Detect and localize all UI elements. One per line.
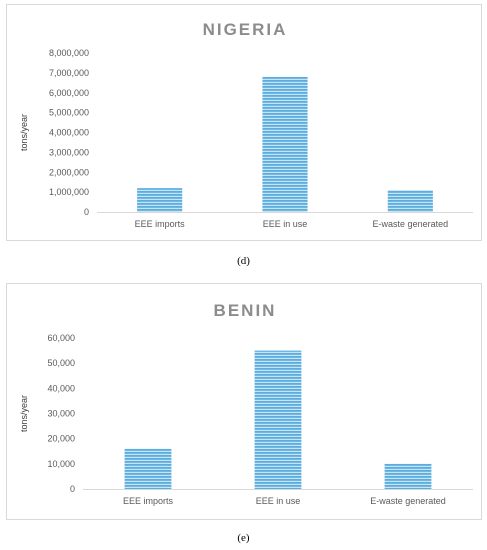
x-tick-label: EEE in use — [263, 219, 308, 229]
x-tick-label: E-waste generated — [373, 219, 449, 229]
y-tick-label: 20,000 — [47, 434, 75, 444]
chart-benin: BENIN 0 10,000 20,000 30,000 40,000 50,000 60,0… — [19, 301, 473, 506]
y-tick-label: 6,000,000 — [49, 88, 89, 98]
y-tick-label: 3,000,000 — [49, 147, 89, 157]
y-tick-label: 30,000 — [47, 409, 75, 419]
y-tick-label: 10,000 — [47, 459, 75, 469]
bar-e-waste-generated — [387, 190, 433, 212]
chart-title: NIGERIA — [203, 20, 288, 39]
figure-label-e: (e) — [237, 532, 250, 544]
bar-eee-imports — [137, 188, 183, 212]
x-tick-label: EEE imports — [123, 496, 174, 506]
x-tick-label: EEE in use — [256, 496, 301, 506]
y-tick-label: 8,000,000 — [49, 48, 89, 58]
bar-e-waste-generated — [384, 463, 432, 489]
y-tick-label: 0 — [70, 484, 75, 494]
y-tick-label: 40,000 — [47, 383, 75, 393]
chart-panel-nigeria: NIGERIA 0 1,000,000 2,000,000 3,000,000 4,000… — [6, 4, 482, 241]
y-tick-label: 5,000,000 — [49, 108, 89, 118]
x-tick-label: EEE imports — [135, 219, 186, 229]
figure-label-d: (d) — [237, 255, 250, 267]
chart-title: BENIN — [214, 301, 277, 320]
y-tick-label: 50,000 — [47, 358, 75, 368]
bar-eee-imports — [124, 448, 172, 489]
chart-panel-benin: BENIN 0 10,000 20,000 30,000 40,000 50,000 60,0… — [6, 283, 482, 520]
bar-eee-in-use — [262, 76, 308, 212]
y-axis-title: tons/year — [19, 395, 29, 432]
y-tick-label: 60,000 — [47, 333, 75, 343]
y-tick-label: 2,000,000 — [49, 167, 89, 177]
y-tick-label: 1,000,000 — [49, 187, 89, 197]
x-tick-label: E-waste generated — [370, 496, 446, 506]
y-tick-label: 4,000,000 — [49, 128, 89, 138]
y-tick-label: 7,000,000 — [49, 68, 89, 78]
bar-eee-in-use — [254, 350, 302, 489]
chart-nigeria: NIGERIA 0 1,000,000 2,000,000 3,000,000 4,000… — [19, 20, 473, 229]
y-axis-title: tons/year — [19, 114, 29, 151]
y-tick-label: 0 — [84, 207, 89, 217]
